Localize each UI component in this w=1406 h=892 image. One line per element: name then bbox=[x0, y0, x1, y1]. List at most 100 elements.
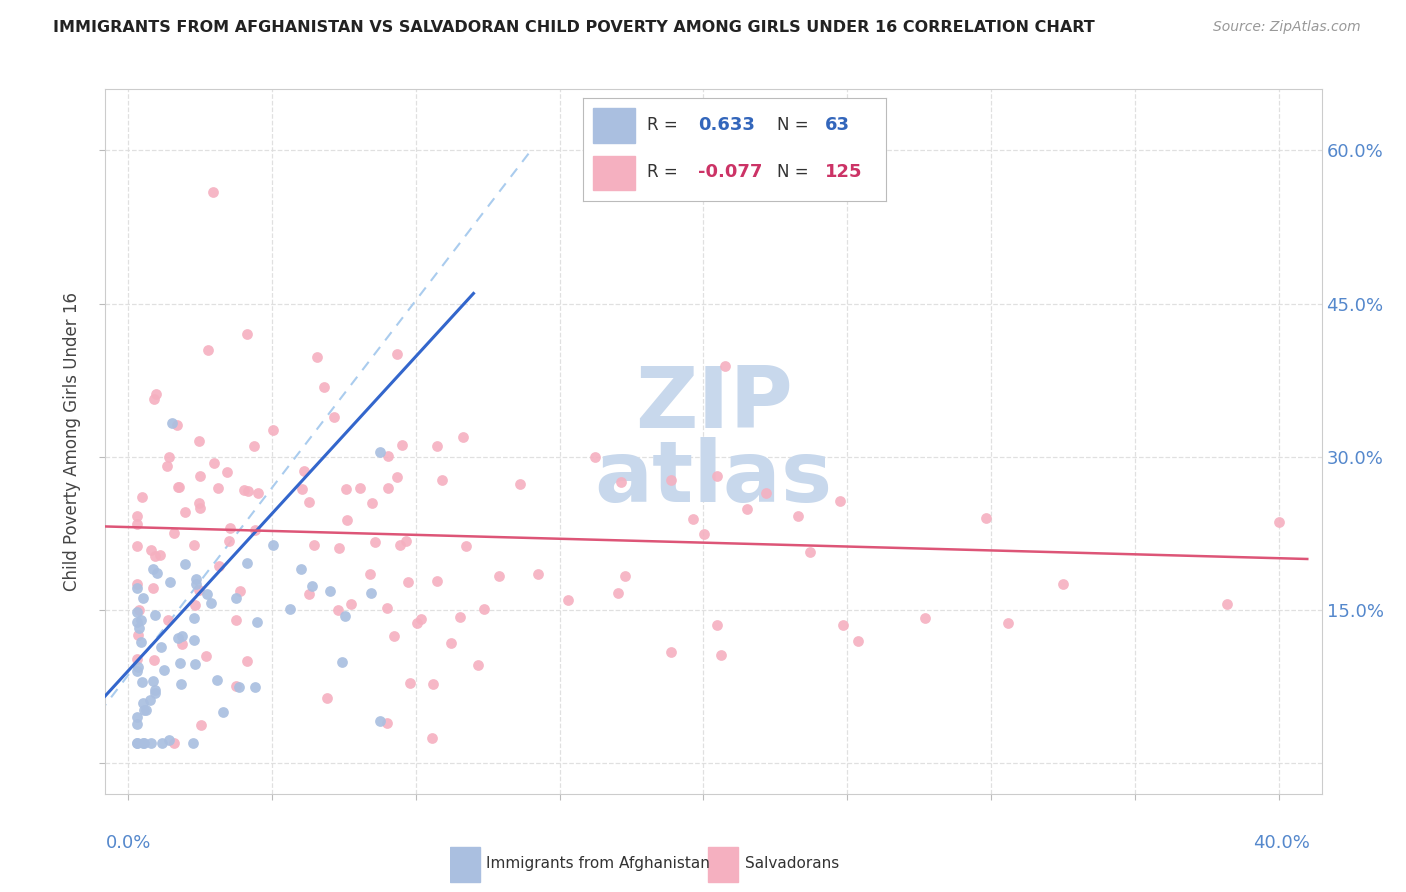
Text: Salvadorans: Salvadorans bbox=[745, 855, 839, 871]
Point bbox=[188, 501, 211, 516]
Text: IMMIGRANTS FROM AFGHANISTAN VS SALVADORAN CHILD POVERTY AMONG GIRLS UNDER 16 COR: IMMIGRANTS FROM AFGHANISTAN VS SALVADORA… bbox=[53, 20, 1095, 35]
Point bbox=[302, 538, 325, 552]
Point bbox=[225, 613, 247, 627]
Point bbox=[217, 465, 239, 479]
Point bbox=[186, 572, 208, 586]
Point bbox=[278, 602, 301, 616]
Point bbox=[368, 445, 391, 459]
Point bbox=[709, 648, 731, 662]
Point bbox=[245, 681, 267, 695]
Point bbox=[150, 736, 173, 750]
Bar bbox=[709, 847, 738, 881]
Point bbox=[190, 718, 212, 732]
Point bbox=[128, 603, 150, 617]
Point bbox=[166, 418, 188, 433]
Point bbox=[134, 703, 156, 717]
Point bbox=[706, 469, 728, 483]
Text: Source: ZipAtlas.com: Source: ZipAtlas.com bbox=[1213, 20, 1361, 34]
Point bbox=[125, 577, 148, 591]
Point bbox=[290, 562, 312, 576]
Point bbox=[583, 450, 606, 464]
Point bbox=[243, 523, 266, 537]
Point bbox=[395, 534, 418, 549]
Text: 0.633: 0.633 bbox=[699, 116, 755, 134]
Point bbox=[142, 562, 165, 576]
Point bbox=[129, 614, 152, 628]
Point bbox=[132, 591, 155, 606]
Point bbox=[613, 569, 636, 583]
Point bbox=[125, 615, 148, 630]
Point bbox=[326, 602, 349, 616]
Point bbox=[291, 482, 314, 496]
Point bbox=[399, 676, 422, 690]
Bar bbox=[450, 847, 481, 881]
Point bbox=[141, 736, 163, 750]
Point bbox=[132, 696, 155, 710]
Point bbox=[170, 637, 193, 651]
Point bbox=[183, 633, 205, 648]
Point bbox=[349, 481, 371, 495]
Point bbox=[142, 674, 165, 689]
Point bbox=[228, 680, 250, 694]
Point bbox=[914, 611, 936, 625]
Point bbox=[125, 651, 148, 665]
Point bbox=[411, 612, 433, 626]
Point bbox=[125, 508, 148, 523]
Point bbox=[125, 516, 148, 531]
Text: R =: R = bbox=[647, 163, 678, 181]
Point bbox=[467, 658, 489, 673]
Point bbox=[391, 437, 413, 451]
Point bbox=[183, 657, 205, 672]
Point bbox=[149, 548, 172, 562]
Point bbox=[129, 635, 152, 649]
Point bbox=[232, 483, 254, 497]
Point bbox=[488, 569, 510, 583]
Point bbox=[132, 736, 155, 750]
Point bbox=[212, 705, 235, 719]
Point bbox=[360, 586, 382, 600]
Point bbox=[134, 736, 156, 750]
Point bbox=[377, 481, 399, 495]
Point bbox=[173, 505, 195, 519]
Point bbox=[205, 673, 228, 687]
Point bbox=[1267, 515, 1289, 529]
Point bbox=[141, 542, 163, 557]
Point bbox=[170, 629, 193, 643]
Point bbox=[848, 633, 870, 648]
Point bbox=[201, 185, 224, 199]
Point bbox=[330, 655, 353, 669]
Point bbox=[125, 605, 148, 619]
Point bbox=[316, 690, 339, 705]
Point bbox=[125, 581, 148, 595]
Point bbox=[262, 538, 284, 552]
Point bbox=[307, 350, 329, 364]
Point bbox=[786, 509, 808, 524]
Point bbox=[312, 380, 335, 394]
Point bbox=[150, 640, 173, 654]
Point bbox=[755, 486, 778, 500]
Point bbox=[830, 494, 852, 508]
Point bbox=[336, 513, 359, 527]
Point bbox=[128, 621, 150, 635]
Point bbox=[183, 538, 205, 552]
Point bbox=[420, 731, 443, 746]
Point bbox=[142, 653, 165, 667]
Point bbox=[340, 597, 363, 611]
Point bbox=[125, 736, 148, 750]
Point bbox=[333, 609, 356, 624]
Point bbox=[157, 450, 180, 464]
Point bbox=[142, 581, 165, 595]
Point bbox=[160, 416, 183, 430]
Point bbox=[735, 501, 758, 516]
Point bbox=[406, 615, 429, 630]
Point bbox=[181, 736, 204, 750]
Text: -0.077: -0.077 bbox=[699, 163, 762, 181]
Point bbox=[153, 664, 176, 678]
Point bbox=[143, 683, 166, 698]
Point bbox=[426, 439, 449, 453]
Point bbox=[610, 475, 633, 489]
Point bbox=[125, 539, 148, 553]
Point bbox=[184, 599, 207, 613]
Point bbox=[430, 473, 453, 487]
Point bbox=[195, 587, 218, 601]
